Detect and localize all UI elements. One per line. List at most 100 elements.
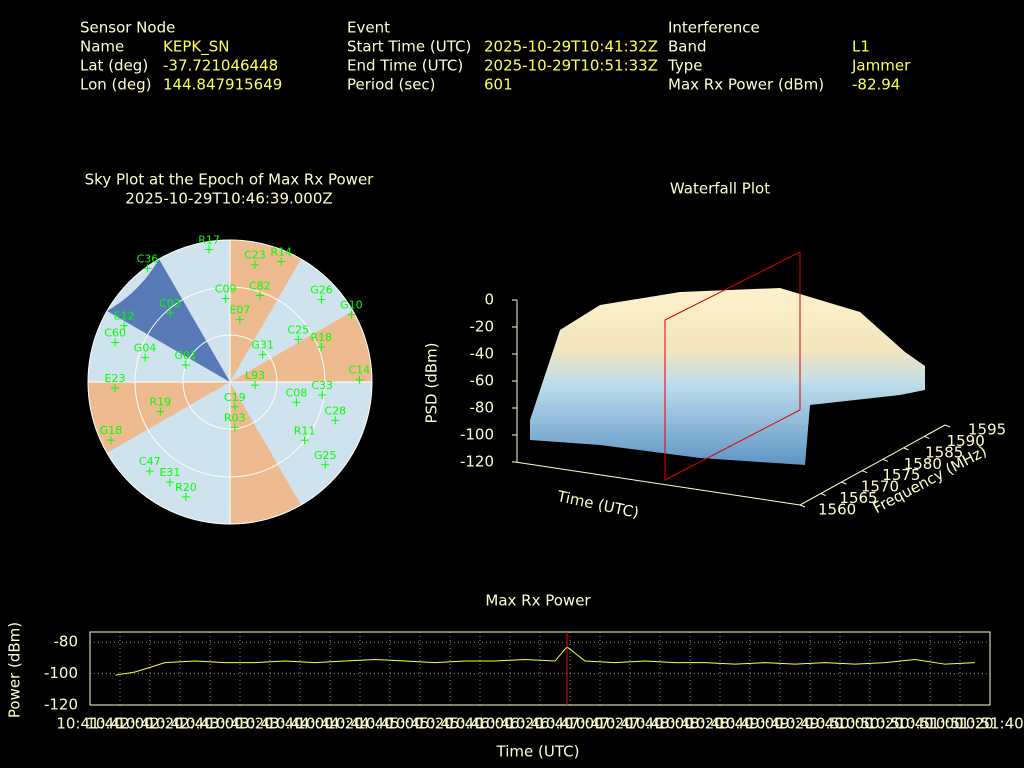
field-label: Name <box>80 38 124 56</box>
satellite-label: R14 <box>270 245 292 258</box>
frequency-tick-label: 1595 <box>968 421 1006 439</box>
plot-frame <box>89 631 991 706</box>
x-tick-label: 10:44:20 <box>296 715 363 733</box>
field-value: 144.847915649 <box>163 76 282 94</box>
x-tick-label: 10:46:00 <box>446 715 513 733</box>
frequency-tick <box>924 435 930 439</box>
frequency-tick <box>820 493 826 497</box>
satellite-marker <box>145 467 154 476</box>
satellite-label: C09 <box>215 282 237 295</box>
satellite-marker <box>277 257 286 266</box>
satellite-marker <box>205 245 214 254</box>
frequency-tick-label: 1560 <box>818 501 856 519</box>
satellite-label: R03 <box>224 412 246 425</box>
satellite-label: G01 <box>175 349 198 362</box>
y-tick-label: -80 <box>54 633 79 651</box>
x-tick-label: 10:49:40 <box>776 715 843 733</box>
x-tick-label: 10:45:40 <box>416 715 483 733</box>
z-axis-label: PSD (dBm) <box>423 342 441 423</box>
waterfall-surface <box>530 288 925 465</box>
frequency-tick <box>861 470 868 474</box>
frequency-tick <box>903 447 909 451</box>
x-tick-label: 10:50:20 <box>836 715 903 733</box>
x-tick-label: 10:42:20 <box>116 715 183 733</box>
x-tick-label: 10:47:40 <box>596 715 663 733</box>
satellite-label: C03 <box>159 297 181 310</box>
x-tick-label: 10:50:40 <box>866 715 933 733</box>
satellite-label: C14 <box>349 364 371 377</box>
satellite-marker <box>230 423 239 432</box>
satellite-label: R17 <box>198 234 220 247</box>
field-value: Jammer <box>851 57 911 75</box>
z-tick-label: -120 <box>460 453 494 471</box>
field-label: Lat (deg) <box>80 57 148 75</box>
frequency-tick-label: 1570 <box>861 478 899 496</box>
satellite-label: E31 <box>159 466 180 479</box>
chart-title: Max Rx Power <box>485 592 591 610</box>
satellite-marker <box>347 310 356 319</box>
x-tick-label: 10:49:20 <box>746 715 813 733</box>
satellite-marker <box>141 353 150 362</box>
field-value: -82.94 <box>852 76 900 94</box>
frequency-tick <box>799 504 806 508</box>
z-tick-label: -100 <box>460 426 494 444</box>
satellite-label: G26 <box>310 284 333 297</box>
satellite-marker <box>165 308 174 317</box>
x-tick-label: 10:43:20 <box>206 715 273 733</box>
satellite-label: E07 <box>229 304 250 317</box>
x-tick-label: 10:44:40 <box>326 715 393 733</box>
satellite-marker <box>110 384 119 393</box>
satellite-marker <box>111 338 120 347</box>
y-tick-label: -120 <box>44 696 78 714</box>
satellite-marker <box>235 315 244 324</box>
section-title: Interference <box>668 19 760 37</box>
satellite-marker <box>317 295 326 304</box>
satellite-marker <box>331 416 340 425</box>
satellite-marker <box>294 335 303 344</box>
satellite-marker <box>181 361 190 370</box>
x-tick-label: 10:44:00 <box>266 715 333 733</box>
time-axis <box>514 461 801 506</box>
sky-grid <box>87 239 373 525</box>
satellite-marker <box>221 294 230 303</box>
field-value: L1 <box>852 38 870 56</box>
satellite-marker <box>106 436 115 445</box>
chart-title: Sky Plot at the Epoch of Max Rx Power <box>85 171 375 189</box>
x-tick-label: 10:45:00 <box>356 715 423 733</box>
satellite-label: R11 <box>294 424 316 437</box>
satellite-label: C60 <box>104 326 126 339</box>
field-value: KEPK_SN <box>163 38 229 57</box>
frequency-tick-label: 1590 <box>947 432 985 450</box>
field-label: End Time (UTC) <box>347 57 463 75</box>
x-tick-label: 10:47:20 <box>566 715 633 733</box>
x-tick-label: 10:50:00 <box>806 715 873 733</box>
satellite-marker <box>156 407 165 416</box>
x-tick-label: 10:51:20 <box>926 715 993 733</box>
x-tick-label: 10:48:40 <box>686 715 753 733</box>
field-value: 601 <box>484 76 513 94</box>
satellite-marker <box>300 436 309 445</box>
satellite-label: C33 <box>311 379 333 392</box>
satellite-marker <box>120 321 129 330</box>
chart-title: Waterfall Plot <box>670 180 770 198</box>
z-tick-label: -60 <box>470 372 495 390</box>
satellite-label: C23 <box>244 249 266 262</box>
x-tick-label: 10:48:00 <box>626 715 693 733</box>
y-tick-label: -100 <box>44 664 78 682</box>
satellite-marker <box>292 398 301 407</box>
field-label: Start Time (UTC) <box>347 38 471 56</box>
satellite-label: C25 <box>287 323 309 336</box>
field-label: Band <box>668 38 707 56</box>
x-tick-label: 10:45:20 <box>386 715 453 733</box>
satellite-marker <box>230 402 239 411</box>
frequency-tick <box>841 481 847 485</box>
x-tick-label: 10:49:00 <box>716 715 783 733</box>
satellite-label: C08 <box>286 386 308 399</box>
frequency-tick-label: 1580 <box>904 455 942 473</box>
x-tick-label: 10:46:40 <box>506 715 573 733</box>
field-label: Lon (deg) <box>80 76 152 94</box>
z-tick-label: -80 <box>470 399 495 417</box>
x-tick-label: 10:51:00 <box>896 715 963 733</box>
